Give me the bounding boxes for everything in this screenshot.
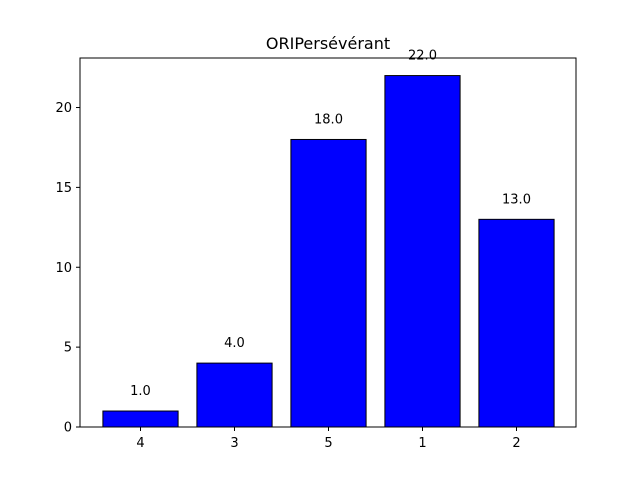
- bars-layer: [102, 75, 555, 428]
- bar-5: [290, 138, 367, 428]
- x-tick-label-4: 4: [136, 436, 144, 451]
- value-label-4: 1.0: [130, 384, 151, 399]
- value-label-2: 13.0: [502, 192, 531, 207]
- value-label-1: 22.0: [408, 49, 437, 64]
- x-tick-label-3: 3: [230, 436, 238, 451]
- value-label-3: 4.0: [224, 336, 245, 351]
- x-tick-label-1: 1: [418, 436, 426, 451]
- y-tick-label-10: 10: [55, 261, 72, 276]
- bar-1: [384, 75, 461, 428]
- x-tick-label-2: 2: [512, 436, 520, 451]
- x-tick-label-5: 5: [324, 436, 332, 451]
- y-tick-label-15: 15: [55, 181, 72, 196]
- value-labels-layer: 1.0 4.0 18.0 22.0 13.0: [130, 49, 531, 399]
- bar-4: [102, 410, 179, 428]
- value-label-5: 18.0: [314, 112, 343, 127]
- y-tick-label-20: 20: [55, 101, 72, 116]
- plot-frame: [79, 57, 577, 428]
- chart-title: ORIPersévérant: [266, 34, 390, 53]
- y-tick-label-0: 0: [64, 421, 72, 436]
- x-axis: 4 3 5 1 2: [136, 427, 521, 451]
- bar-3: [196, 362, 273, 428]
- y-tick-label-5: 5: [64, 341, 72, 356]
- bar-2: [478, 218, 555, 428]
- y-axis: 0 5 10 15 20: [55, 101, 80, 436]
